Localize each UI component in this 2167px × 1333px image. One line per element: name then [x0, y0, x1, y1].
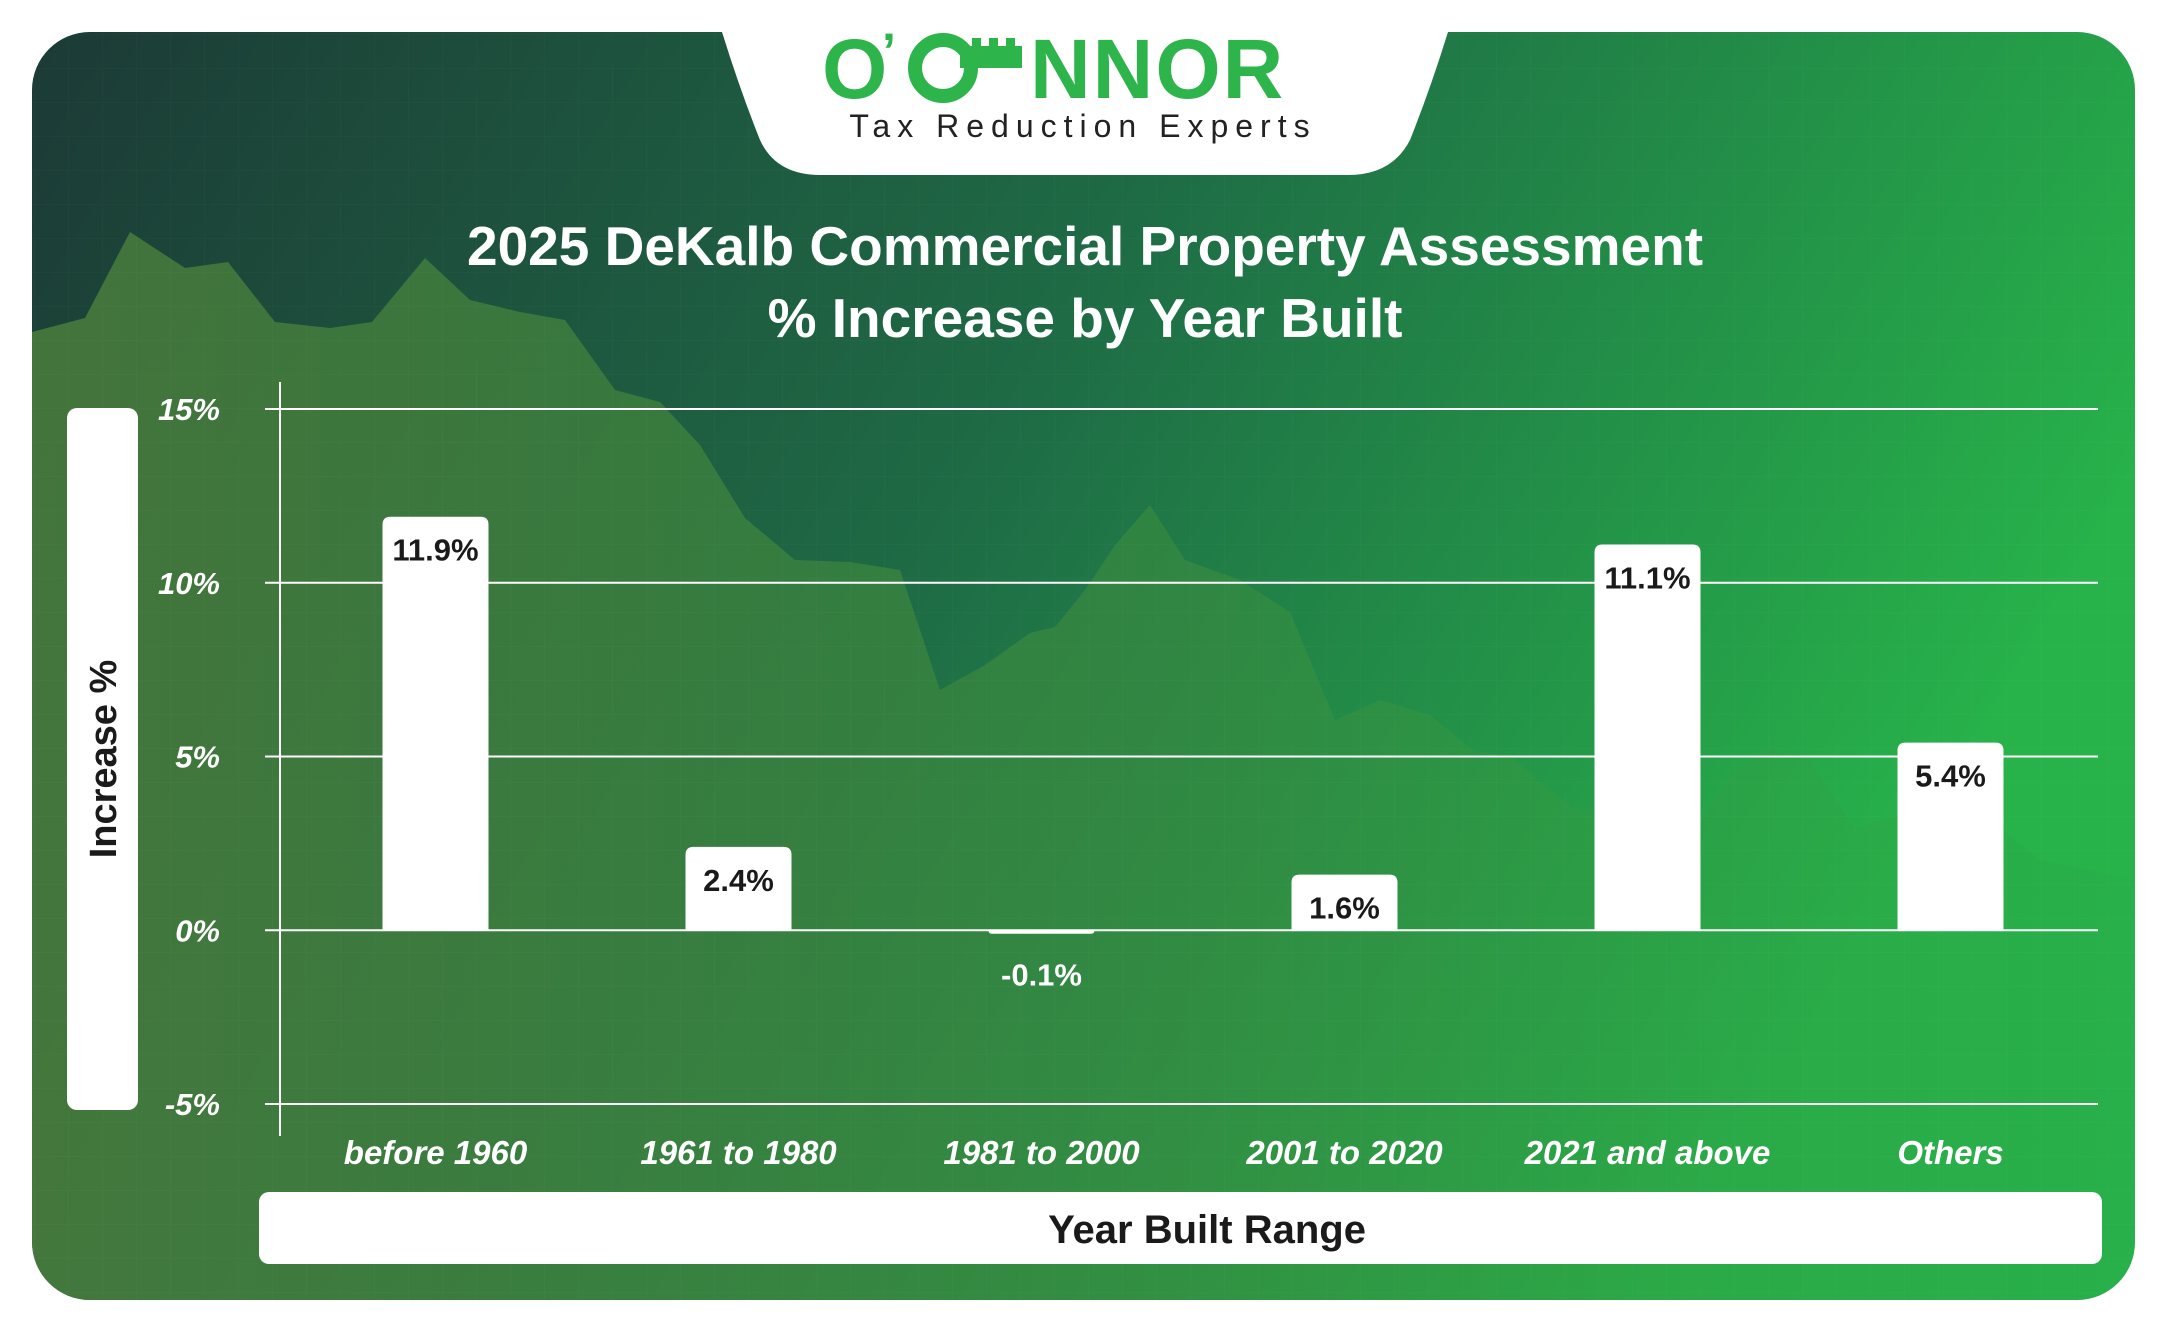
- chart-title: 2025 DeKalb Commercial Property Assessme…: [467, 215, 1703, 277]
- bar: [988, 930, 1095, 934]
- chart-subtitle: % Increase by Year Built: [768, 287, 1403, 349]
- category-label: 2021 and above: [1524, 1134, 1771, 1171]
- y-axis-label-box: Increase %: [67, 408, 138, 1110]
- x-axis-label-box: Year Built Range: [259, 1192, 2102, 1264]
- x-axis-label: Year Built Range: [1048, 1208, 1366, 1252]
- category-label: Others: [1897, 1134, 2003, 1171]
- y-tick-labels: 15% 10% 5% 0% -5%: [158, 392, 220, 1122]
- y-tick-label: 0%: [175, 913, 220, 948]
- background-card: [32, 32, 2135, 1300]
- bar: [1291, 874, 1398, 931]
- bar: [382, 516, 489, 931]
- brand-name-rest: NNOR: [1030, 22, 1285, 116]
- value-label: 1.6%: [1309, 891, 1380, 926]
- bars: [382, 516, 2004, 934]
- key-icon: [908, 33, 1022, 103]
- value-label: 11.1%: [1604, 561, 1690, 596]
- brand-tagline: Tax Reduction Experts: [849, 108, 1316, 144]
- y-tick-label: 5%: [175, 740, 220, 775]
- gridlines: [265, 408, 2098, 1105]
- y-tick-label: -5%: [165, 1087, 220, 1122]
- category-label: 2001 to 2020: [1245, 1134, 1443, 1171]
- y-axis-label: Increase %: [83, 660, 125, 859]
- y-tick-label: 10%: [158, 566, 220, 601]
- value-label: 5.4%: [1915, 759, 1986, 794]
- value-labels: 11.9% 2.4% -0.1% 1.6% 11.1% 5.4%: [392, 533, 1985, 993]
- bar: [685, 846, 792, 931]
- bar: [1897, 742, 2004, 931]
- category-labels: before 1960 1961 to 1980 1981 to 2000 2001 …: [344, 1134, 2004, 1171]
- value-label: -0.1%: [1001, 958, 1082, 993]
- y-tick-label: 15%: [158, 392, 220, 427]
- category-label: 1961 to 1980: [640, 1134, 837, 1171]
- category-label: 1981 to 2000: [943, 1134, 1140, 1171]
- logo-tab: O ’ NNOR Tax Reduction Experts: [722, 22, 1448, 175]
- brand-apostrophe: ’: [882, 23, 898, 79]
- value-label: 2.4%: [703, 863, 774, 898]
- bar: [1594, 544, 1701, 931]
- brand-o: O: [822, 22, 889, 116]
- category-label: before 1960: [344, 1134, 528, 1171]
- brand-logo: O ’ NNOR Tax Reduction Experts: [822, 22, 1316, 144]
- plot-area: 15% 10% 5% 0% -5% 11.9% 2.4% -0.1% 1.6% 11.1% 5.4…: [158, 382, 2098, 1171]
- value-label: 11.9%: [392, 533, 478, 568]
